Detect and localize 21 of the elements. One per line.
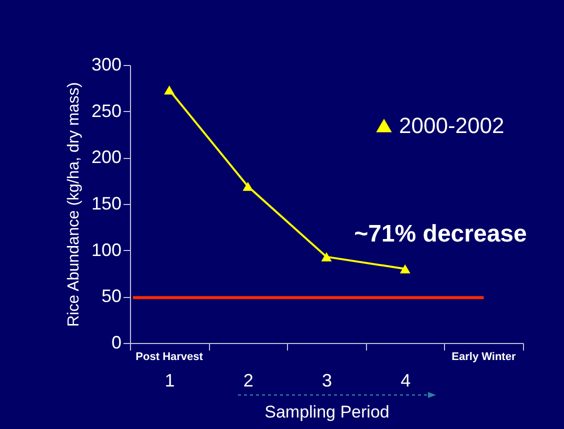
x-tick-label: 1	[164, 370, 175, 390]
point	[242, 182, 254, 191]
x-axis-title: Sampling Period	[264, 402, 390, 422]
y-tick-label: 250	[91, 100, 122, 121]
y-tick-label: 50	[101, 286, 122, 306]
text: Post Harvest	[136, 351, 204, 363]
x-tick-label: 3	[322, 370, 332, 390]
point	[164, 85, 175, 95]
point	[400, 264, 410, 274]
y-tick-label: 150	[91, 194, 122, 214]
x-tick-label: 4	[400, 370, 411, 390]
y-tick-label: 200	[91, 147, 122, 168]
text: Early Winter	[452, 351, 516, 363]
legend-label: 2000-2002	[399, 113, 504, 138]
y-tick-label: 0	[111, 332, 122, 352]
annotation: ~71% decrease	[354, 220, 527, 248]
point	[321, 252, 332, 262]
y-tick-label: 300	[91, 54, 122, 74]
x-tick-label: 2	[243, 370, 254, 390]
y-axis-title: Rice Abundance (kg/ha, dry mass)	[65, 82, 82, 327]
y-tick-label: 100	[91, 240, 122, 260]
